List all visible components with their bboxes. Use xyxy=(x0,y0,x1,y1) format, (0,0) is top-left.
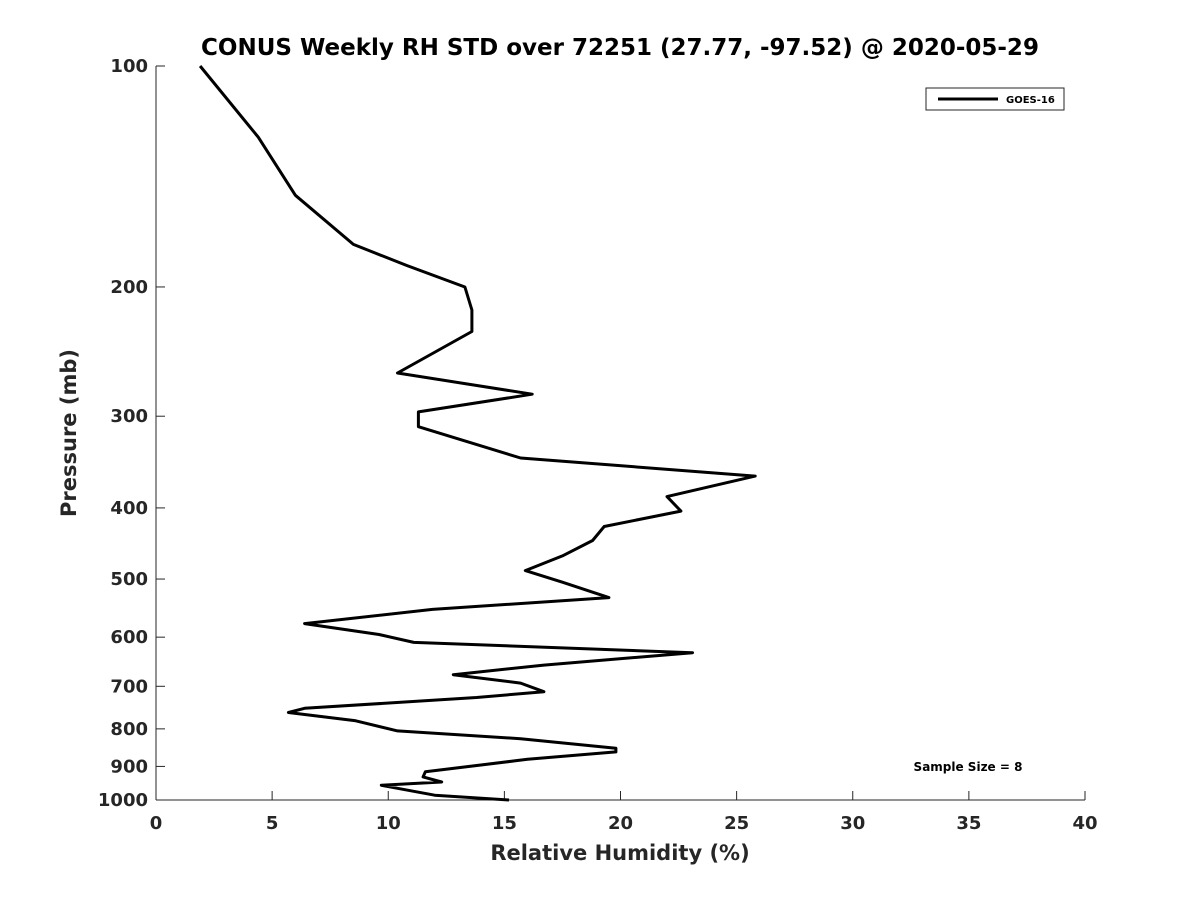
y-tick-label: 100 xyxy=(110,56,148,77)
axes xyxy=(155,66,1085,801)
y-tick-label: 600 xyxy=(110,627,148,648)
y-tick-label: 800 xyxy=(110,719,148,740)
legend: GOES-16 xyxy=(925,87,1065,111)
x-tick-label: 25 xyxy=(724,813,749,834)
y-tick-label: 300 xyxy=(110,406,148,427)
x-tick-label: 15 xyxy=(492,813,517,834)
y-ticks: 100 200 300 400 500 600 700 800 900 1000 xyxy=(98,56,165,811)
x-tick-label: 35 xyxy=(956,813,981,834)
y-tick-label: 400 xyxy=(110,498,148,519)
chart-title: CONUS Weekly RH STD over 72251 (27.77, -… xyxy=(201,35,1039,61)
x-tick-label: 10 xyxy=(376,813,401,834)
y-axis-label: Pressure (mb) xyxy=(57,349,81,517)
y-tick-label: 200 xyxy=(110,277,148,298)
series-line-goes-16 xyxy=(198,65,757,802)
y-tick-label: 900 xyxy=(110,756,148,777)
x-tick-label: 20 xyxy=(608,813,633,834)
x-tick-label: 30 xyxy=(840,813,865,834)
legend-label-goes16: GOES-16 xyxy=(1006,95,1055,106)
series-layer xyxy=(198,65,757,802)
x-axis-label: Relative Humidity (%) xyxy=(490,841,749,865)
x-tick-label: 40 xyxy=(1072,813,1097,834)
x-tick-label: 0 xyxy=(150,813,163,834)
sample-size-annotation: Sample Size = 8 xyxy=(914,760,1023,774)
x-ticks: 0 5 10 15 20 25 30 35 40 xyxy=(150,791,1098,834)
y-tick-label: 1000 xyxy=(98,790,148,811)
y-tick-label: 700 xyxy=(110,676,148,697)
x-tick-label: 5 xyxy=(266,813,279,834)
y-tick-label: 500 xyxy=(110,569,148,590)
